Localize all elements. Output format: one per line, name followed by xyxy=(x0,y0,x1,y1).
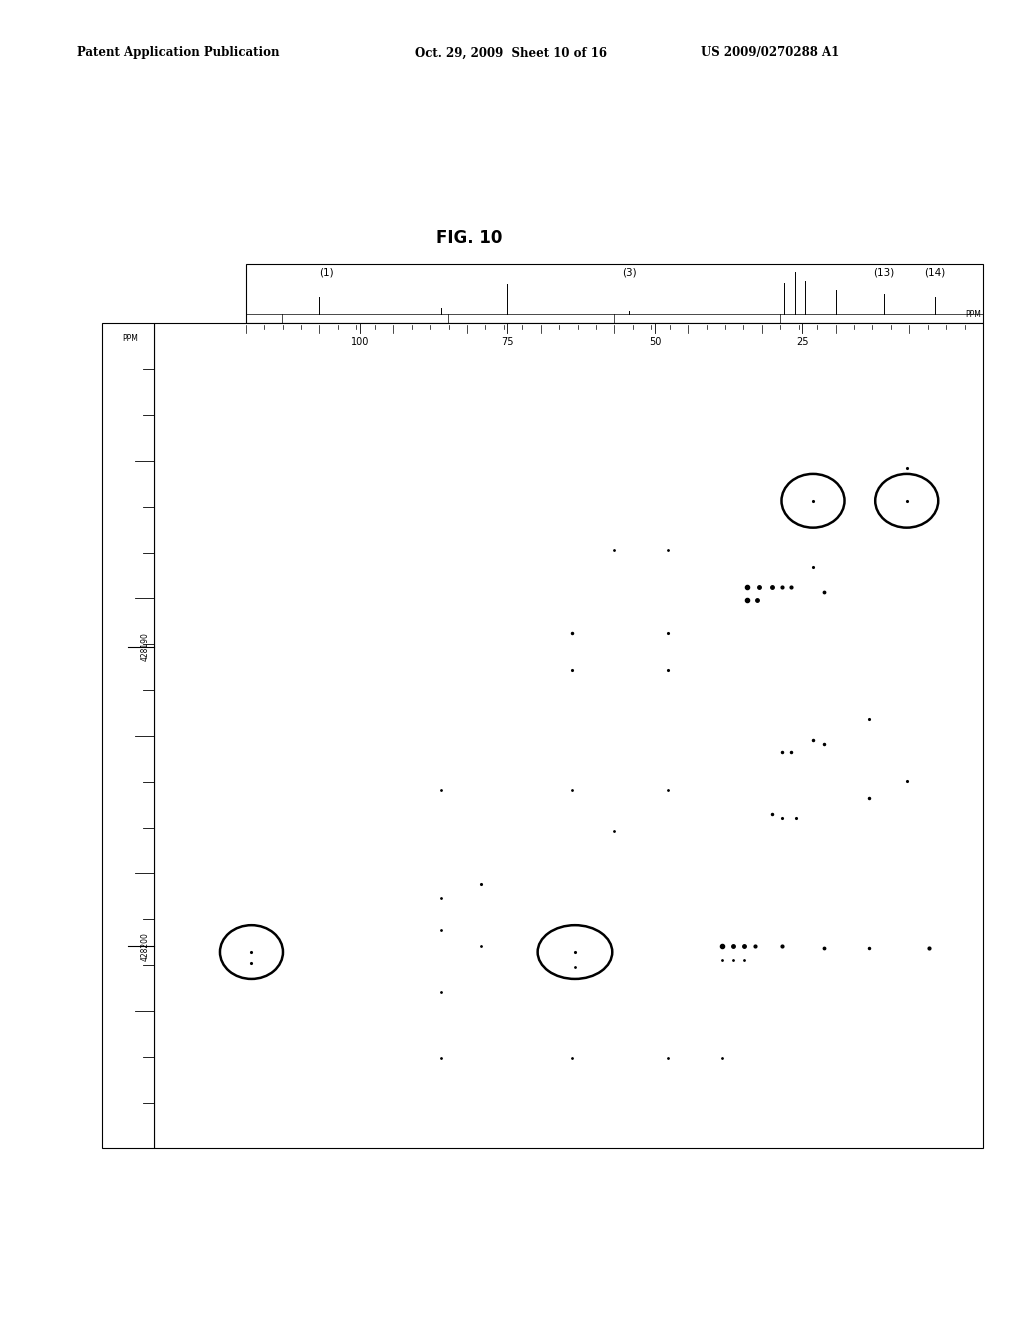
Text: (1): (1) xyxy=(319,268,334,279)
Bar xyxy=(246,264,983,323)
Text: 25: 25 xyxy=(796,337,809,347)
Text: PPM: PPM xyxy=(123,334,138,343)
Text: PPM: PPM xyxy=(965,310,981,319)
Text: (3): (3) xyxy=(622,268,637,279)
Text: 75: 75 xyxy=(501,337,514,347)
Text: 100: 100 xyxy=(351,337,370,347)
Text: 428200: 428200 xyxy=(140,932,150,961)
Bar xyxy=(102,323,154,1148)
Text: US 2009/0270288 A1: US 2009/0270288 A1 xyxy=(701,46,840,59)
Text: Patent Application Publication: Patent Application Publication xyxy=(77,46,280,59)
Text: (13): (13) xyxy=(872,268,894,279)
Bar xyxy=(154,323,983,1148)
Text: Oct. 29, 2009  Sheet 10 of 16: Oct. 29, 2009 Sheet 10 of 16 xyxy=(415,46,606,59)
Text: FIG. 10: FIG. 10 xyxy=(436,228,502,247)
Text: 50: 50 xyxy=(649,337,662,347)
Text: (14): (14) xyxy=(925,268,946,279)
Text: 428190: 428190 xyxy=(140,632,150,661)
